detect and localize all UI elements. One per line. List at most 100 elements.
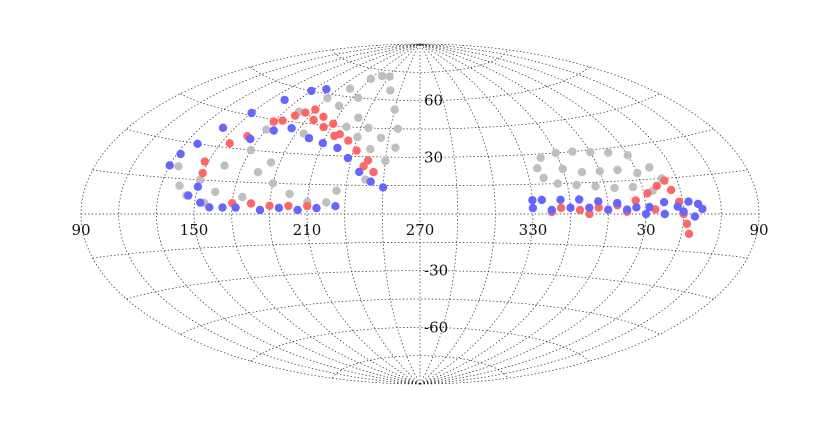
gray-data-point — [533, 164, 542, 173]
gray-data-point — [238, 192, 247, 202]
parallel-line — [92, 241, 748, 259]
red-data-point — [556, 203, 566, 213]
gray-data-point — [623, 151, 632, 160]
blue-data-point — [684, 197, 693, 206]
blue-data-point — [165, 161, 174, 170]
gray-data-point — [393, 124, 402, 133]
blue-data-point — [246, 134, 255, 144]
blue-data-point — [660, 209, 669, 219]
red-data-point — [631, 196, 640, 205]
blue-data-point — [333, 143, 342, 153]
blue-data-point — [566, 203, 575, 212]
parallel-line — [250, 66, 590, 102]
blue-data-point — [307, 86, 316, 96]
gray-data-point — [381, 156, 390, 166]
blue-data-point — [641, 209, 651, 219]
gray-data-point — [586, 148, 595, 157]
red-data-point — [352, 146, 361, 155]
blue-data-point — [343, 153, 353, 163]
blue-data-point — [632, 203, 641, 212]
blue-data-point — [673, 202, 682, 211]
gray-data-point — [345, 84, 355, 93]
red-data-point — [198, 168, 207, 178]
parallel-line — [92, 169, 748, 187]
gray-data-point — [591, 182, 600, 191]
blue-data-point — [184, 191, 193, 200]
red-data-point — [329, 119, 338, 128]
parallel-line — [126, 128, 714, 158]
x-tick-label: 210 — [293, 221, 322, 239]
blue-data-point — [537, 195, 546, 205]
blue-data-point — [218, 123, 228, 132]
gray-data-point — [323, 94, 332, 103]
blue-data-point — [196, 198, 205, 207]
gray-data-point — [211, 187, 220, 197]
y-tick-label: 30 — [424, 148, 443, 166]
red-data-point — [359, 162, 368, 171]
gray-data-point — [558, 164, 567, 174]
red-data-point — [585, 209, 594, 219]
red-data-point — [309, 115, 318, 125]
gray-data-point — [364, 123, 373, 133]
gray-data-point — [220, 161, 229, 170]
x-tick-label: 90 — [71, 221, 90, 239]
gray-data-point — [645, 163, 654, 172]
x-tick-label: 270 — [406, 221, 435, 239]
red-data-point — [311, 105, 320, 114]
gray-data-point — [366, 74, 376, 84]
y-tick-label: -30 — [424, 262, 448, 280]
red-data-point — [269, 117, 278, 126]
red-data-point — [319, 122, 328, 132]
blue-data-point — [604, 205, 613, 214]
gray-data-point — [174, 162, 183, 171]
blue-data-point — [622, 205, 632, 214]
red-data-point — [344, 136, 353, 145]
meridian-line — [419, 43, 534, 385]
gray-data-point — [613, 165, 622, 175]
blue-data-point — [274, 203, 284, 213]
blue-data-point — [280, 95, 289, 105]
blue-data-point — [585, 203, 594, 212]
x-tick-label: 90 — [749, 221, 768, 239]
blue-data-point — [528, 203, 538, 213]
parallel-line — [180, 298, 660, 335]
blue-data-point — [690, 212, 700, 221]
gray-data-point — [539, 173, 548, 183]
blue-data-point — [528, 196, 537, 205]
gray-data-point — [266, 158, 276, 167]
gray-data-point — [353, 132, 362, 142]
blue-data-point — [547, 205, 556, 215]
gray-data-point — [268, 179, 278, 188]
gray-data-point — [322, 198, 331, 207]
gray-data-point — [195, 175, 205, 185]
gray-data-point — [633, 168, 642, 178]
red-data-point — [369, 167, 378, 177]
red-data-point — [284, 201, 293, 211]
red-data-point — [660, 176, 669, 185]
blue-data-point — [304, 134, 314, 143]
tick-labels: 90 150 210 270 330 30 90 60 30 -30 -60 — [71, 92, 768, 337]
blue-data-point — [318, 139, 327, 148]
gray-data-point — [253, 168, 263, 177]
gray-data-point — [262, 125, 271, 134]
red-data-point — [319, 112, 328, 122]
gray-data-point — [610, 183, 619, 193]
gray-data-point — [175, 181, 184, 190]
x-tick-label: 330 — [519, 221, 548, 239]
gray-data-point — [577, 168, 587, 177]
parallel-line — [331, 49, 509, 73]
gray-data-point — [376, 133, 386, 143]
blue-data-point — [698, 204, 707, 214]
x-tick-label: 30 — [636, 221, 655, 239]
red-data-point — [682, 219, 692, 229]
gray-data-point — [386, 86, 395, 95]
red-data-point — [643, 189, 652, 198]
red-data-point — [301, 108, 310, 117]
blue-data-point — [575, 195, 584, 204]
red-data-point — [652, 181, 661, 191]
gray-data-point — [572, 180, 581, 190]
red-data-point — [666, 185, 676, 195]
gray-data-point — [378, 71, 387, 81]
gray-data-point — [595, 167, 604, 176]
